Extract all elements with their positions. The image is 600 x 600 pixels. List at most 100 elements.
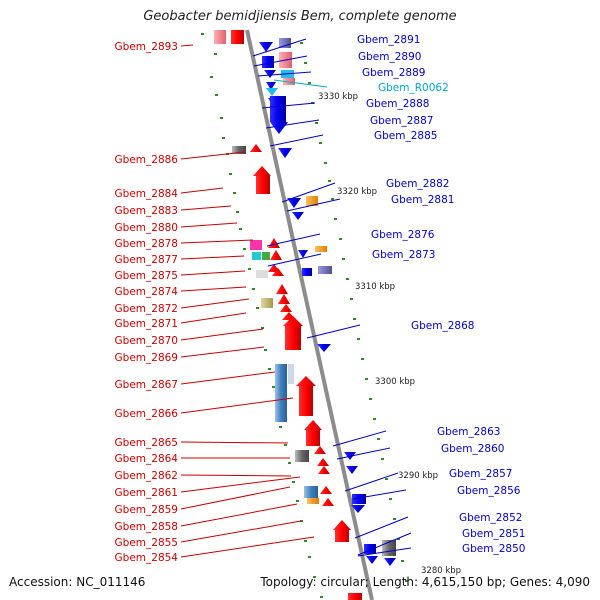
gene-label-gbem-2880[interactable]: Gbem_2880 bbox=[115, 222, 178, 234]
gene-block[interactable] bbox=[261, 298, 273, 308]
gene-arrow-reverse[interactable] bbox=[259, 42, 273, 52]
gene-arrow-forward[interactable] bbox=[253, 166, 271, 176]
gene-arrow-forward[interactable] bbox=[250, 144, 262, 152]
gene-label-gbem-2882[interactable]: Gbem_2882 bbox=[386, 178, 449, 190]
gene-arrow-forward[interactable] bbox=[296, 376, 316, 386]
gene-label-gbem-2875[interactable]: Gbem_2875 bbox=[115, 270, 178, 282]
gene-label-gbem-2870[interactable]: Gbem_2870 bbox=[115, 335, 178, 347]
gene-arrow-forward[interactable] bbox=[270, 250, 282, 260]
gene-label-gbem-2884[interactable]: Gbem_2884 bbox=[115, 188, 179, 200]
gene-label-gbem-2858[interactable]: Gbem_2858 bbox=[115, 521, 178, 533]
gene-label-gbem-2863[interactable]: Gbem_2863 bbox=[437, 426, 500, 438]
gene-arrow-reverse[interactable] bbox=[384, 558, 396, 566]
gene-arrow-forward[interactable] bbox=[272, 268, 284, 276]
gene-block[interactable] bbox=[304, 486, 318, 498]
gene-arrow-forward[interactable] bbox=[318, 466, 330, 474]
gene-arrow-reverse[interactable] bbox=[298, 250, 308, 258]
gene-arrow-forward[interactable] bbox=[317, 458, 329, 466]
gene-label-gbem-2889[interactable]: Gbem_2889 bbox=[362, 67, 425, 79]
gene-block[interactable] bbox=[262, 252, 270, 260]
gene-block[interactable] bbox=[231, 30, 244, 44]
gene-label-gbem-2867[interactable]: Gbem_2867 bbox=[115, 379, 178, 391]
gene-block[interactable] bbox=[318, 266, 332, 274]
gene-label-gbem-2855[interactable]: Gbem_2855 bbox=[115, 537, 178, 549]
gene-block[interactable] bbox=[214, 30, 226, 44]
gene-arrow-reverse[interactable] bbox=[366, 556, 378, 564]
gene-arrow-forward[interactable] bbox=[304, 420, 322, 430]
gene-arrow-reverse[interactable] bbox=[278, 148, 292, 158]
gene-label-gbem-2871[interactable]: Gbem_2871 bbox=[115, 318, 178, 330]
gene-label-gbem-2893[interactable]: Gbem_2893 bbox=[115, 41, 178, 53]
gene-label-gbem-2869[interactable]: Gbem_2869 bbox=[115, 352, 178, 364]
gene-label-gbem-2885[interactable]: Gbem_2885 bbox=[374, 130, 437, 142]
gene-arrow-reverse[interactable] bbox=[292, 212, 304, 220]
gene-arrow-forward[interactable] bbox=[278, 294, 290, 304]
gene-block[interactable] bbox=[256, 176, 270, 194]
gene-label-gbem-2890[interactable]: Gbem_2890 bbox=[358, 51, 421, 63]
gene-block[interactable] bbox=[288, 364, 294, 384]
gene-label-gbem-2862[interactable]: Gbem_2862 bbox=[115, 470, 178, 482]
gene-label-gbem-2873[interactable]: Gbem_2873 bbox=[372, 249, 435, 261]
gene-block[interactable] bbox=[250, 240, 262, 250]
gene-label-gbem-r0062[interactable]: Gbem_R0062 bbox=[378, 82, 449, 94]
gene-label-gbem-2878[interactable]: Gbem_2878 bbox=[115, 238, 178, 250]
gene-block[interactable] bbox=[315, 246, 327, 252]
gene-block[interactable] bbox=[302, 268, 312, 276]
gene-arrow-reverse[interactable] bbox=[351, 505, 365, 513]
gene-arrow-reverse[interactable] bbox=[317, 344, 331, 352]
gene-label-gbem-2859[interactable]: Gbem_2859 bbox=[115, 504, 178, 516]
gene-label-gbem-2852[interactable]: Gbem_2852 bbox=[459, 512, 522, 524]
gene-label-gbem-2868[interactable]: Gbem_2868 bbox=[411, 320, 474, 332]
gene-block[interactable] bbox=[262, 56, 274, 68]
gene-label-gbem-2850[interactable]: Gbem_2850 bbox=[462, 543, 525, 555]
gene-label-gbem-2857[interactable]: Gbem_2857 bbox=[449, 468, 512, 480]
gene-label-gbem-2888[interactable]: Gbem_2888 bbox=[366, 98, 429, 110]
gene-block[interactable] bbox=[279, 38, 291, 48]
gene-arrow-forward[interactable] bbox=[322, 498, 334, 506]
gene-label-gbem-2881[interactable]: Gbem_2881 bbox=[391, 194, 454, 206]
gene-label-gbem-2854[interactable]: Gbem_2854 bbox=[115, 552, 179, 564]
gene-label-gbem-2864[interactable]: Gbem_2864 bbox=[115, 453, 179, 465]
gene-arrow-reverse[interactable] bbox=[266, 88, 278, 96]
gene-block[interactable] bbox=[364, 544, 376, 554]
gene-label-gbem-2861[interactable]: Gbem_2861 bbox=[115, 487, 178, 499]
gene-arrow-forward[interactable] bbox=[314, 446, 326, 454]
gene-block[interactable] bbox=[256, 270, 268, 278]
gene-block[interactable] bbox=[306, 196, 318, 206]
gene-label-gbem-2860[interactable]: Gbem_2860 bbox=[441, 443, 504, 455]
gene-block[interactable] bbox=[348, 593, 362, 600]
gene-arrow-reverse[interactable] bbox=[346, 466, 358, 474]
gene-label-gbem-2886[interactable]: Gbem_2886 bbox=[115, 154, 179, 166]
gene-label-gbem-2883[interactable]: Gbem_2883 bbox=[115, 205, 178, 217]
gene-block[interactable] bbox=[252, 252, 261, 260]
gene-block[interactable] bbox=[299, 386, 313, 416]
gene-arrow-forward[interactable] bbox=[276, 284, 288, 294]
gene-arrow-reverse[interactable] bbox=[270, 122, 288, 134]
gene-label-gbem-2856[interactable]: Gbem_2856 bbox=[457, 485, 521, 497]
gene-label-gbem-2874[interactable]: Gbem_2874 bbox=[115, 286, 179, 298]
gene-label-gbem-2865[interactable]: Gbem_2865 bbox=[115, 437, 178, 449]
gene-block[interactable] bbox=[270, 96, 286, 122]
gene-arrow-forward[interactable] bbox=[333, 520, 351, 530]
gene-block[interactable] bbox=[352, 494, 366, 504]
gene-arrow-reverse[interactable] bbox=[266, 82, 276, 90]
gene-arrow-reverse[interactable] bbox=[264, 70, 276, 78]
gene-arrow-forward[interactable] bbox=[280, 304, 292, 312]
gene-block[interactable] bbox=[275, 364, 287, 422]
gene-arrow-forward[interactable] bbox=[320, 486, 332, 494]
gene-block[interactable] bbox=[306, 430, 320, 446]
gene-label-gbem-2877[interactable]: Gbem_2877 bbox=[115, 254, 178, 266]
gene-label-gbem-2851[interactable]: Gbem_2851 bbox=[462, 528, 525, 540]
gene-label-gbem-2872[interactable]: Gbem_2872 bbox=[115, 303, 178, 315]
gene-label-gbem-2891[interactable]: Gbem_2891 bbox=[357, 34, 420, 46]
gene-block[interactable] bbox=[232, 146, 246, 154]
gene-arrow-reverse[interactable] bbox=[287, 198, 301, 208]
gene-block[interactable] bbox=[335, 530, 349, 542]
gene-block[interactable] bbox=[285, 326, 301, 350]
gene-arrow-forward[interactable] bbox=[283, 316, 303, 326]
gene-label-gbem-2876[interactable]: Gbem_2876 bbox=[371, 229, 435, 241]
gene-label-gbem-2866[interactable]: Gbem_2866 bbox=[115, 408, 179, 420]
gene-block[interactable] bbox=[307, 498, 319, 504]
gene-label-gbem-2887[interactable]: Gbem_2887 bbox=[370, 115, 433, 127]
gene-block[interactable] bbox=[295, 450, 309, 462]
